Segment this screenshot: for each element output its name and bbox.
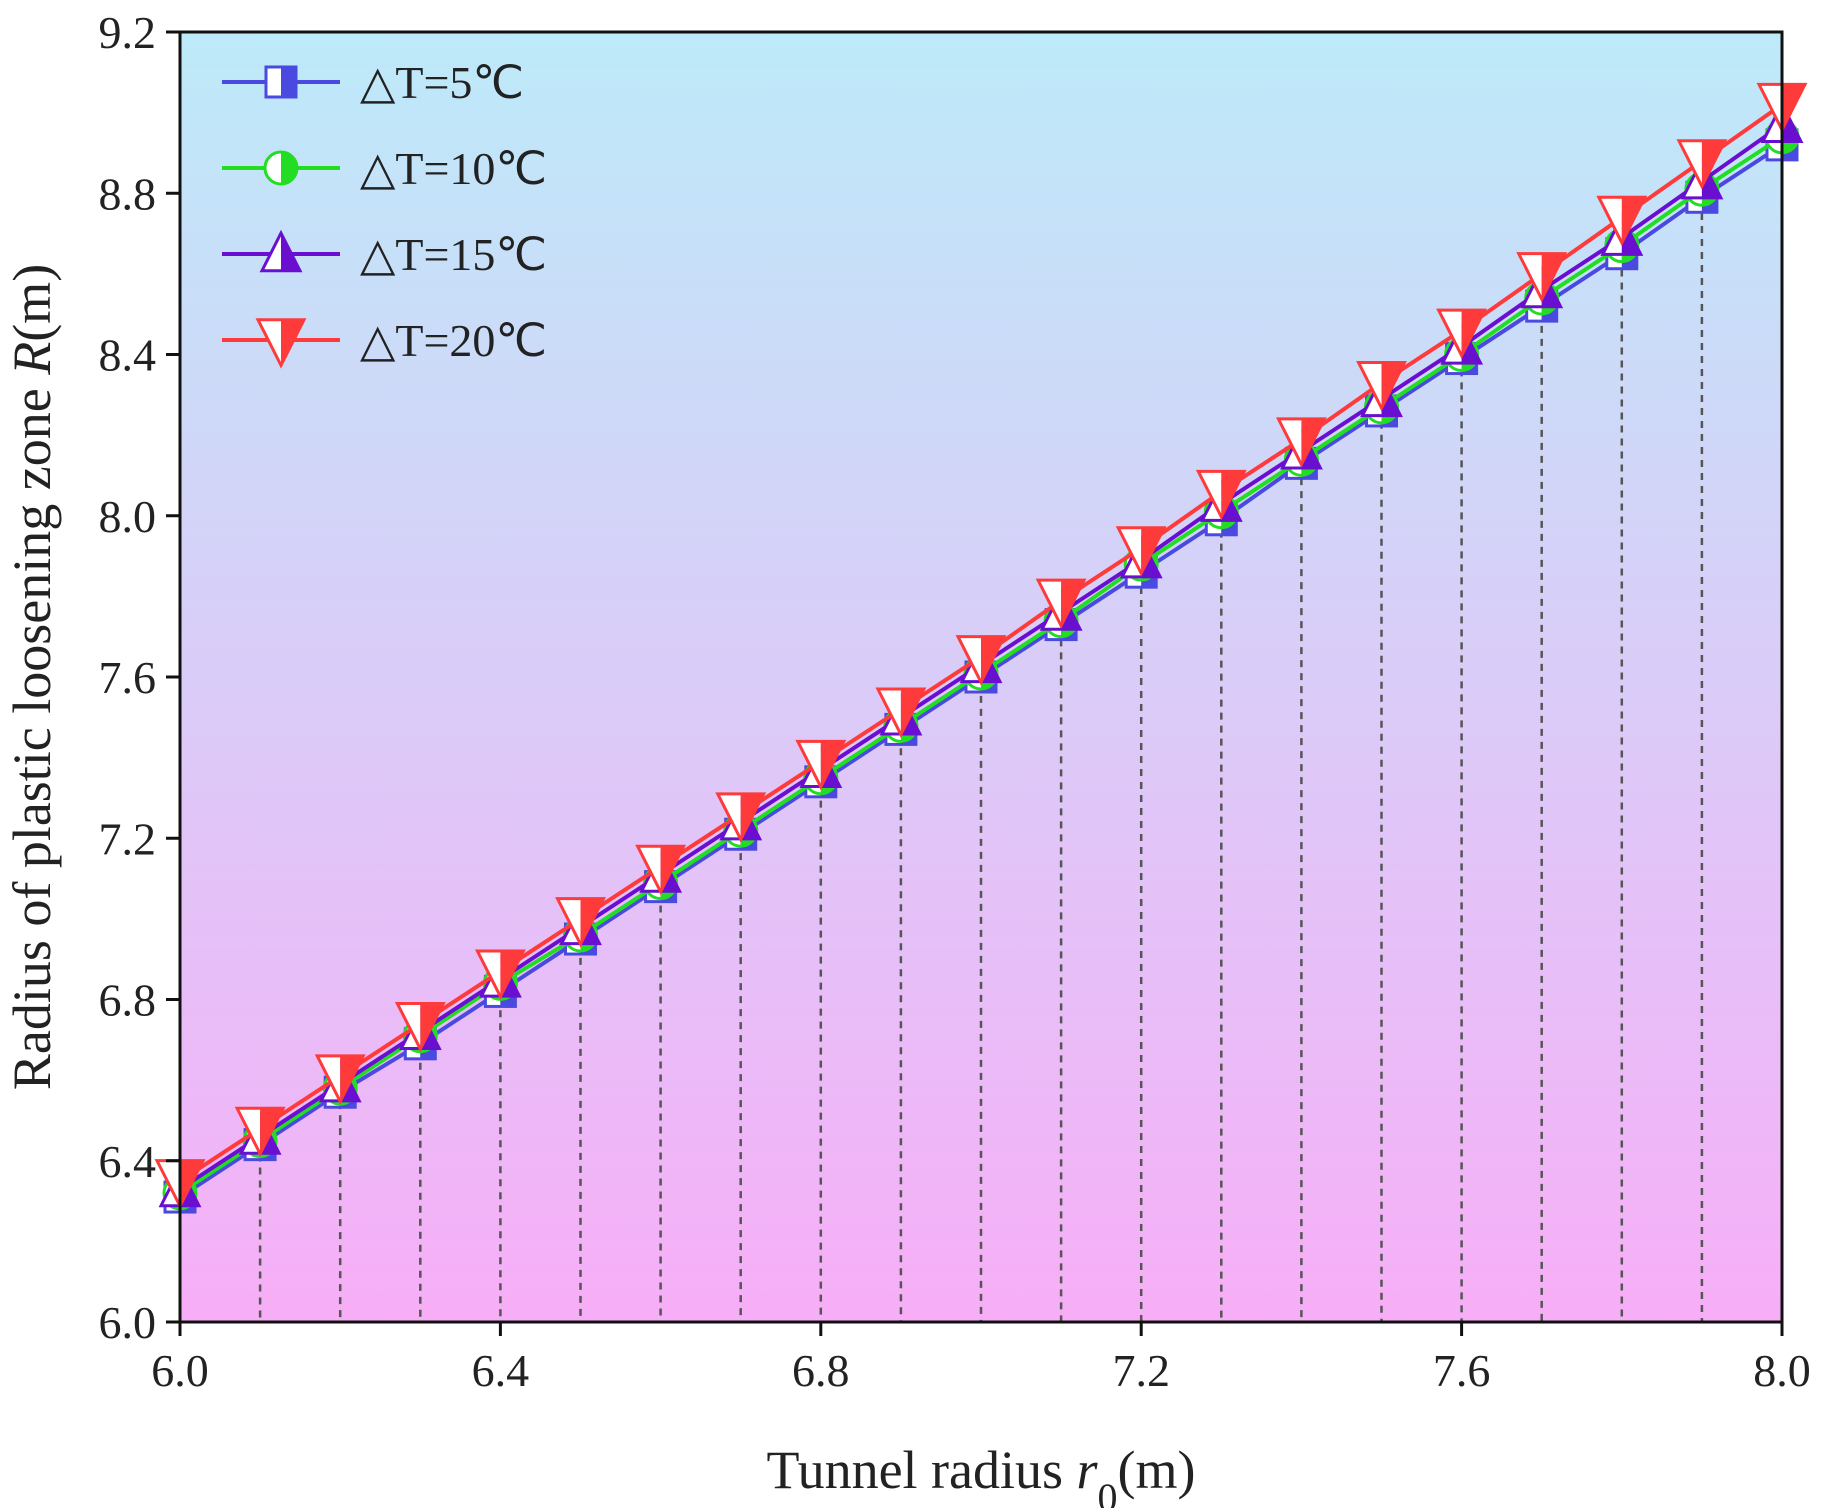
marker-outline: [1119, 535, 1163, 579]
marker-outline: [1115, 526, 1167, 577]
marker-outline: [234, 1106, 286, 1158]
marker-outline: [264, 65, 298, 99]
circle-marker: [263, 150, 299, 186]
marker-outline: [955, 635, 1007, 686]
triangle-down-marker: [1436, 308, 1488, 359]
marker-outline: [1680, 156, 1724, 200]
y-tick-label: 8.8: [99, 168, 157, 219]
marker-half-left: [266, 67, 281, 97]
marker-outline: [1440, 322, 1484, 365]
drop-lines: [258, 161, 1704, 1322]
triangle-down-marker: [255, 318, 307, 369]
marker-outline: [474, 949, 526, 1000]
marker-outline: [1436, 308, 1488, 359]
y-tick-label: 6.0: [99, 1297, 157, 1348]
marker-outline: [715, 792, 767, 843]
triangle-down-marker: [635, 844, 687, 896]
legend: △T=5℃ △T=10℃ △T=15℃ △T=20℃: [222, 57, 547, 369]
axes: 6.0 6.4 6.8 7.2 7.6 8.0 6.0 6.4 6.8 7.2 7.6 8.0 8.4 8…: [99, 7, 1811, 1396]
legend-label: △T=5℃: [360, 57, 524, 108]
marker-outline: [314, 1054, 366, 1105]
marker-outline: [1360, 374, 1403, 418]
triangle-down-marker: [1356, 360, 1407, 412]
y-tick-label: 6.4: [99, 1136, 157, 1187]
marker-outline: [1279, 427, 1323, 470]
triangle-up-marker: [259, 229, 303, 273]
legend-label: △T=15℃: [360, 229, 547, 280]
marker-outline: [1195, 469, 1247, 521]
triangle-down-marker: [555, 897, 606, 948]
x-tick-label: 6.8: [792, 1345, 850, 1396]
y-tick-label: 7.2: [99, 813, 157, 864]
marker-outline: [1199, 479, 1243, 522]
x-tick-label: 7.6: [1433, 1345, 1491, 1396]
triangle-down-marker: [1035, 578, 1087, 630]
legend-label: △T=20℃: [360, 315, 547, 366]
triangle-down-marker: [474, 949, 526, 1000]
marker-outline: [1275, 417, 1327, 468]
marker-outline: [1600, 213, 1644, 256]
legend-item: △T=5℃: [222, 57, 524, 108]
marker-outline: [255, 318, 307, 369]
triangle-down-marker: [1195, 469, 1247, 521]
marker-outline: [875, 687, 927, 738]
legend-label: △T=10℃: [360, 143, 547, 194]
triangle-down-marker: [1516, 252, 1568, 303]
triangle-down-marker: [715, 792, 767, 843]
series-triangle-down: [154, 82, 1808, 1210]
marker-half-right: [281, 152, 297, 184]
x-tick-label: 7.2: [1112, 1345, 1170, 1396]
triangle-down-marker: [1676, 139, 1728, 190]
triangle-down-marker: [314, 1054, 366, 1105]
marker-outline: [394, 1001, 446, 1053]
marker-outline: [263, 150, 299, 186]
triangle-down-marker: [1596, 195, 1648, 247]
x-axis-title: Tunnel radius r0(m): [766, 1440, 1195, 1508]
series-layer: [154, 82, 1808, 1214]
x-tick-label: 6.0: [151, 1345, 209, 1396]
legend-item: △T=15℃: [222, 229, 547, 280]
triangle-down-marker: [875, 687, 927, 738]
marker-outline: [1676, 139, 1728, 190]
marker-outline: [1039, 588, 1083, 631]
y-axis-title: Radius of plastic loosening zone R(m): [2, 264, 62, 1090]
marker-outline: [1520, 265, 1564, 309]
triangle-down-marker: [394, 1001, 446, 1053]
x-tick-label: 8.0: [1753, 1345, 1811, 1396]
legend-item: △T=20℃: [222, 315, 547, 369]
y-tick-label: 8.0: [99, 491, 157, 542]
square-marker: [264, 65, 298, 99]
y-tick-label: 9.2: [99, 7, 157, 58]
x-tick-label: 6.4: [472, 1345, 530, 1396]
marker-outline: [1516, 252, 1568, 303]
marker-half-right: [281, 67, 296, 97]
marker-half-left: [265, 152, 281, 184]
marker-outline: [555, 897, 606, 948]
marker-outline: [795, 739, 847, 791]
y-tick-label: 8.4: [99, 330, 157, 381]
triangle-down-marker: [1115, 526, 1167, 577]
y-tick-label: 7.6: [99, 652, 157, 703]
triangle-down-marker: [955, 635, 1007, 686]
marker-outline: [635, 844, 687, 896]
y-tick-label: 6.8: [99, 975, 157, 1026]
triangle-down-marker: [234, 1106, 286, 1158]
triangle-down-marker: [795, 739, 847, 791]
marker-outline: [1596, 195, 1648, 247]
marker-outline: [1035, 578, 1087, 630]
legend-item: △T=10℃: [222, 143, 547, 194]
marker-outline: [1356, 360, 1407, 412]
triangle-down-marker: [1275, 417, 1327, 468]
marker-outline: [259, 229, 303, 273]
